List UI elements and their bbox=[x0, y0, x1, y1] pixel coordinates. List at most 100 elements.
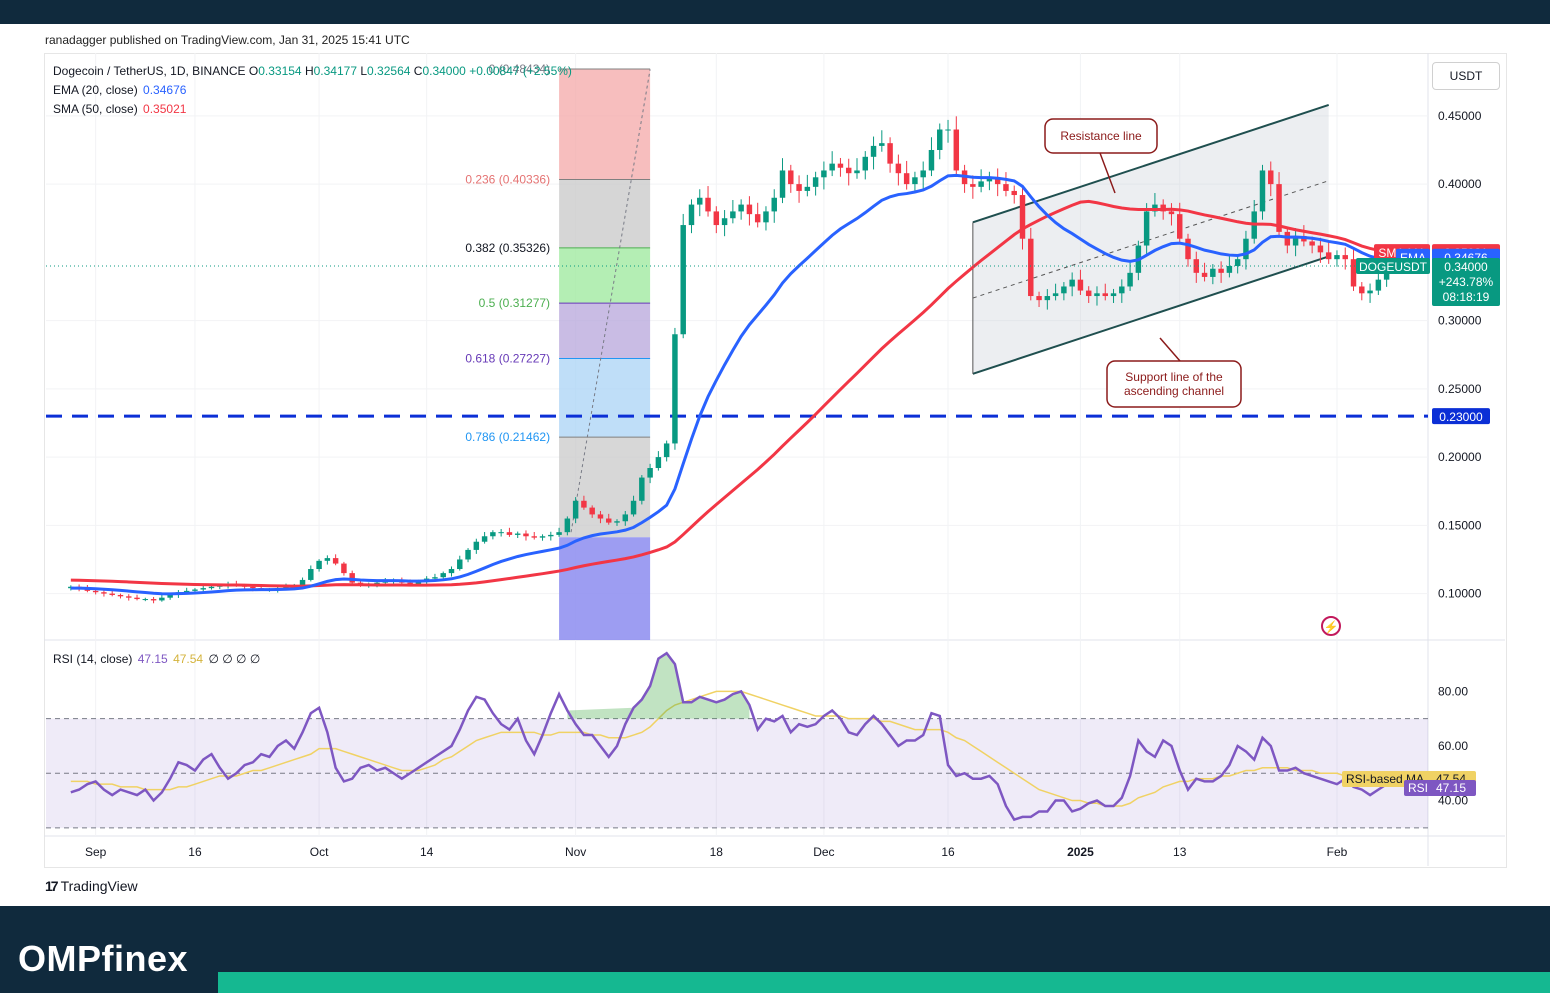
flash-icon[interactable] bbox=[1321, 616, 1341, 636]
resistance-callout[interactable] bbox=[1044, 118, 1158, 154]
grid bbox=[44, 53, 1505, 866]
fib-zone bbox=[559, 358, 651, 438]
brand-logo: OMPfinex bbox=[18, 938, 189, 979]
fib-level-label: 0.382 (0.35326) bbox=[465, 241, 550, 255]
candle-body bbox=[332, 558, 339, 564]
candle-body bbox=[1367, 290, 1373, 294]
legend-rsi-label: RSI (14, close) bbox=[53, 652, 133, 666]
fib-level-label: 0.236 (0.40336) bbox=[465, 173, 550, 187]
candle-body bbox=[912, 177, 918, 185]
sma-50-line[interactable] bbox=[70, 199, 1387, 588]
time-tick-label: Nov bbox=[565, 845, 586, 859]
legend-low: 0.32564 bbox=[367, 64, 411, 78]
candle-body bbox=[1325, 252, 1332, 260]
candle-body bbox=[746, 204, 753, 215]
candle-body bbox=[589, 507, 595, 515]
candle-body bbox=[647, 468, 653, 478]
candle-body bbox=[192, 589, 198, 591]
candle-body bbox=[630, 500, 637, 515]
time-tick-label: 18 bbox=[710, 845, 724, 859]
candle-body bbox=[308, 569, 314, 580]
legend-ema-value: 0.34676 bbox=[143, 83, 187, 97]
candle-body bbox=[1102, 293, 1108, 297]
price-tick-label: 0.40000 bbox=[1438, 177, 1482, 191]
legend-open: 0.33154 bbox=[258, 64, 302, 78]
fib-zone bbox=[559, 179, 651, 248]
candle-body bbox=[639, 477, 645, 501]
candle-body bbox=[299, 579, 306, 586]
fib-level-label: 0 (0.48434) bbox=[489, 62, 550, 76]
candle-body bbox=[134, 597, 140, 600]
candle-body bbox=[473, 541, 480, 550]
legend-sma[interactable]: SMA (50, close) 0.35021 bbox=[53, 102, 186, 116]
candle-body bbox=[1177, 214, 1183, 239]
candle-body bbox=[721, 218, 728, 226]
support-callout[interactable] bbox=[1106, 360, 1242, 408]
time-tick-label: Oct bbox=[310, 845, 329, 859]
price-tick-label: 0.30000 bbox=[1438, 314, 1482, 328]
candle-body bbox=[1243, 238, 1249, 260]
legend-high-label: H bbox=[304, 64, 314, 78]
ema-20-line[interactable] bbox=[70, 173, 1387, 596]
price-tick-label: 0.20000 bbox=[1438, 450, 1482, 464]
candle-body bbox=[200, 588, 206, 590]
legend-rsi-value: 47.15 bbox=[137, 652, 168, 666]
candle-body bbox=[1350, 259, 1357, 287]
fib-level-label: 0.618 (0.27227) bbox=[465, 351, 550, 365]
candle-body bbox=[1127, 272, 1133, 287]
rsi-ma-line[interactable] bbox=[70, 690, 1396, 807]
resistance-line[interactable] bbox=[972, 103, 1330, 224]
price-tag-text-2: 08:18:19 bbox=[1443, 290, 1490, 304]
candle-body bbox=[514, 533, 521, 535]
support-line[interactable] bbox=[972, 255, 1330, 375]
candle-body bbox=[250, 586, 256, 589]
candle-body bbox=[150, 599, 157, 601]
time-tick-label: Dec bbox=[813, 845, 834, 859]
tradingview-logo[interactable]: 17 TradingView bbox=[45, 878, 138, 894]
candle-body bbox=[539, 536, 546, 538]
candle-body bbox=[1036, 296, 1042, 301]
time-axis: Sep 16 Oct 14 Nov 18 Dec 16 2025 13 Feb bbox=[85, 845, 1348, 859]
rsi-tick-label: 40.00 bbox=[1438, 794, 1468, 808]
annotations: Resistance line Support line of theascend… bbox=[1044, 118, 1341, 636]
candle-body bbox=[937, 129, 943, 150]
candle-body bbox=[448, 569, 455, 574]
time-tick-label: Sep bbox=[85, 845, 107, 859]
rsi-line[interactable] bbox=[70, 651, 1396, 822]
candle-body bbox=[928, 149, 935, 171]
fibonacci-retracement: 0 (0.48434) 0.236 (0.40336) 0.382 (0.35326… bbox=[465, 62, 651, 640]
candle-body bbox=[101, 592, 107, 594]
candle-body bbox=[117, 594, 124, 597]
candle-body bbox=[1226, 266, 1233, 273]
time-tick-label: 2025 bbox=[1067, 845, 1094, 859]
candle-body bbox=[374, 582, 380, 585]
fib-extension-zone bbox=[559, 537, 651, 640]
candle-body bbox=[1309, 241, 1315, 246]
time-tick-label: Feb bbox=[1327, 845, 1348, 859]
candle-body bbox=[879, 143, 885, 146]
footer-accent bbox=[218, 972, 1550, 993]
rsi-tag-value: 47.15 bbox=[1436, 781, 1466, 795]
candle-body bbox=[1259, 170, 1266, 212]
flash-icon-glyph: ⚡ bbox=[1324, 620, 1339, 634]
rsi-band bbox=[46, 718, 1428, 828]
legend-rsi[interactable]: RSI (14, close) 47.15 47.54 ∅ ∅ ∅ ∅ bbox=[53, 652, 260, 666]
candle-body bbox=[1152, 204, 1158, 212]
candle-body bbox=[837, 163, 844, 168]
candle-body bbox=[142, 599, 149, 601]
candle-body bbox=[1359, 286, 1365, 294]
legend-ema[interactable]: EMA (20, close) 0.34676 bbox=[53, 83, 186, 97]
currency-unit-button[interactable]: USDT bbox=[1432, 62, 1500, 90]
candle-body bbox=[109, 593, 115, 595]
fib-zone bbox=[559, 247, 651, 304]
candle-body bbox=[465, 549, 471, 560]
candle-body bbox=[1193, 259, 1200, 273]
legend-low-label: L bbox=[360, 64, 368, 78]
candle-body bbox=[407, 582, 413, 585]
candle-body bbox=[564, 518, 571, 533]
candle-body bbox=[920, 170, 926, 178]
candle-body bbox=[1077, 279, 1084, 291]
candle-body bbox=[548, 534, 554, 537]
